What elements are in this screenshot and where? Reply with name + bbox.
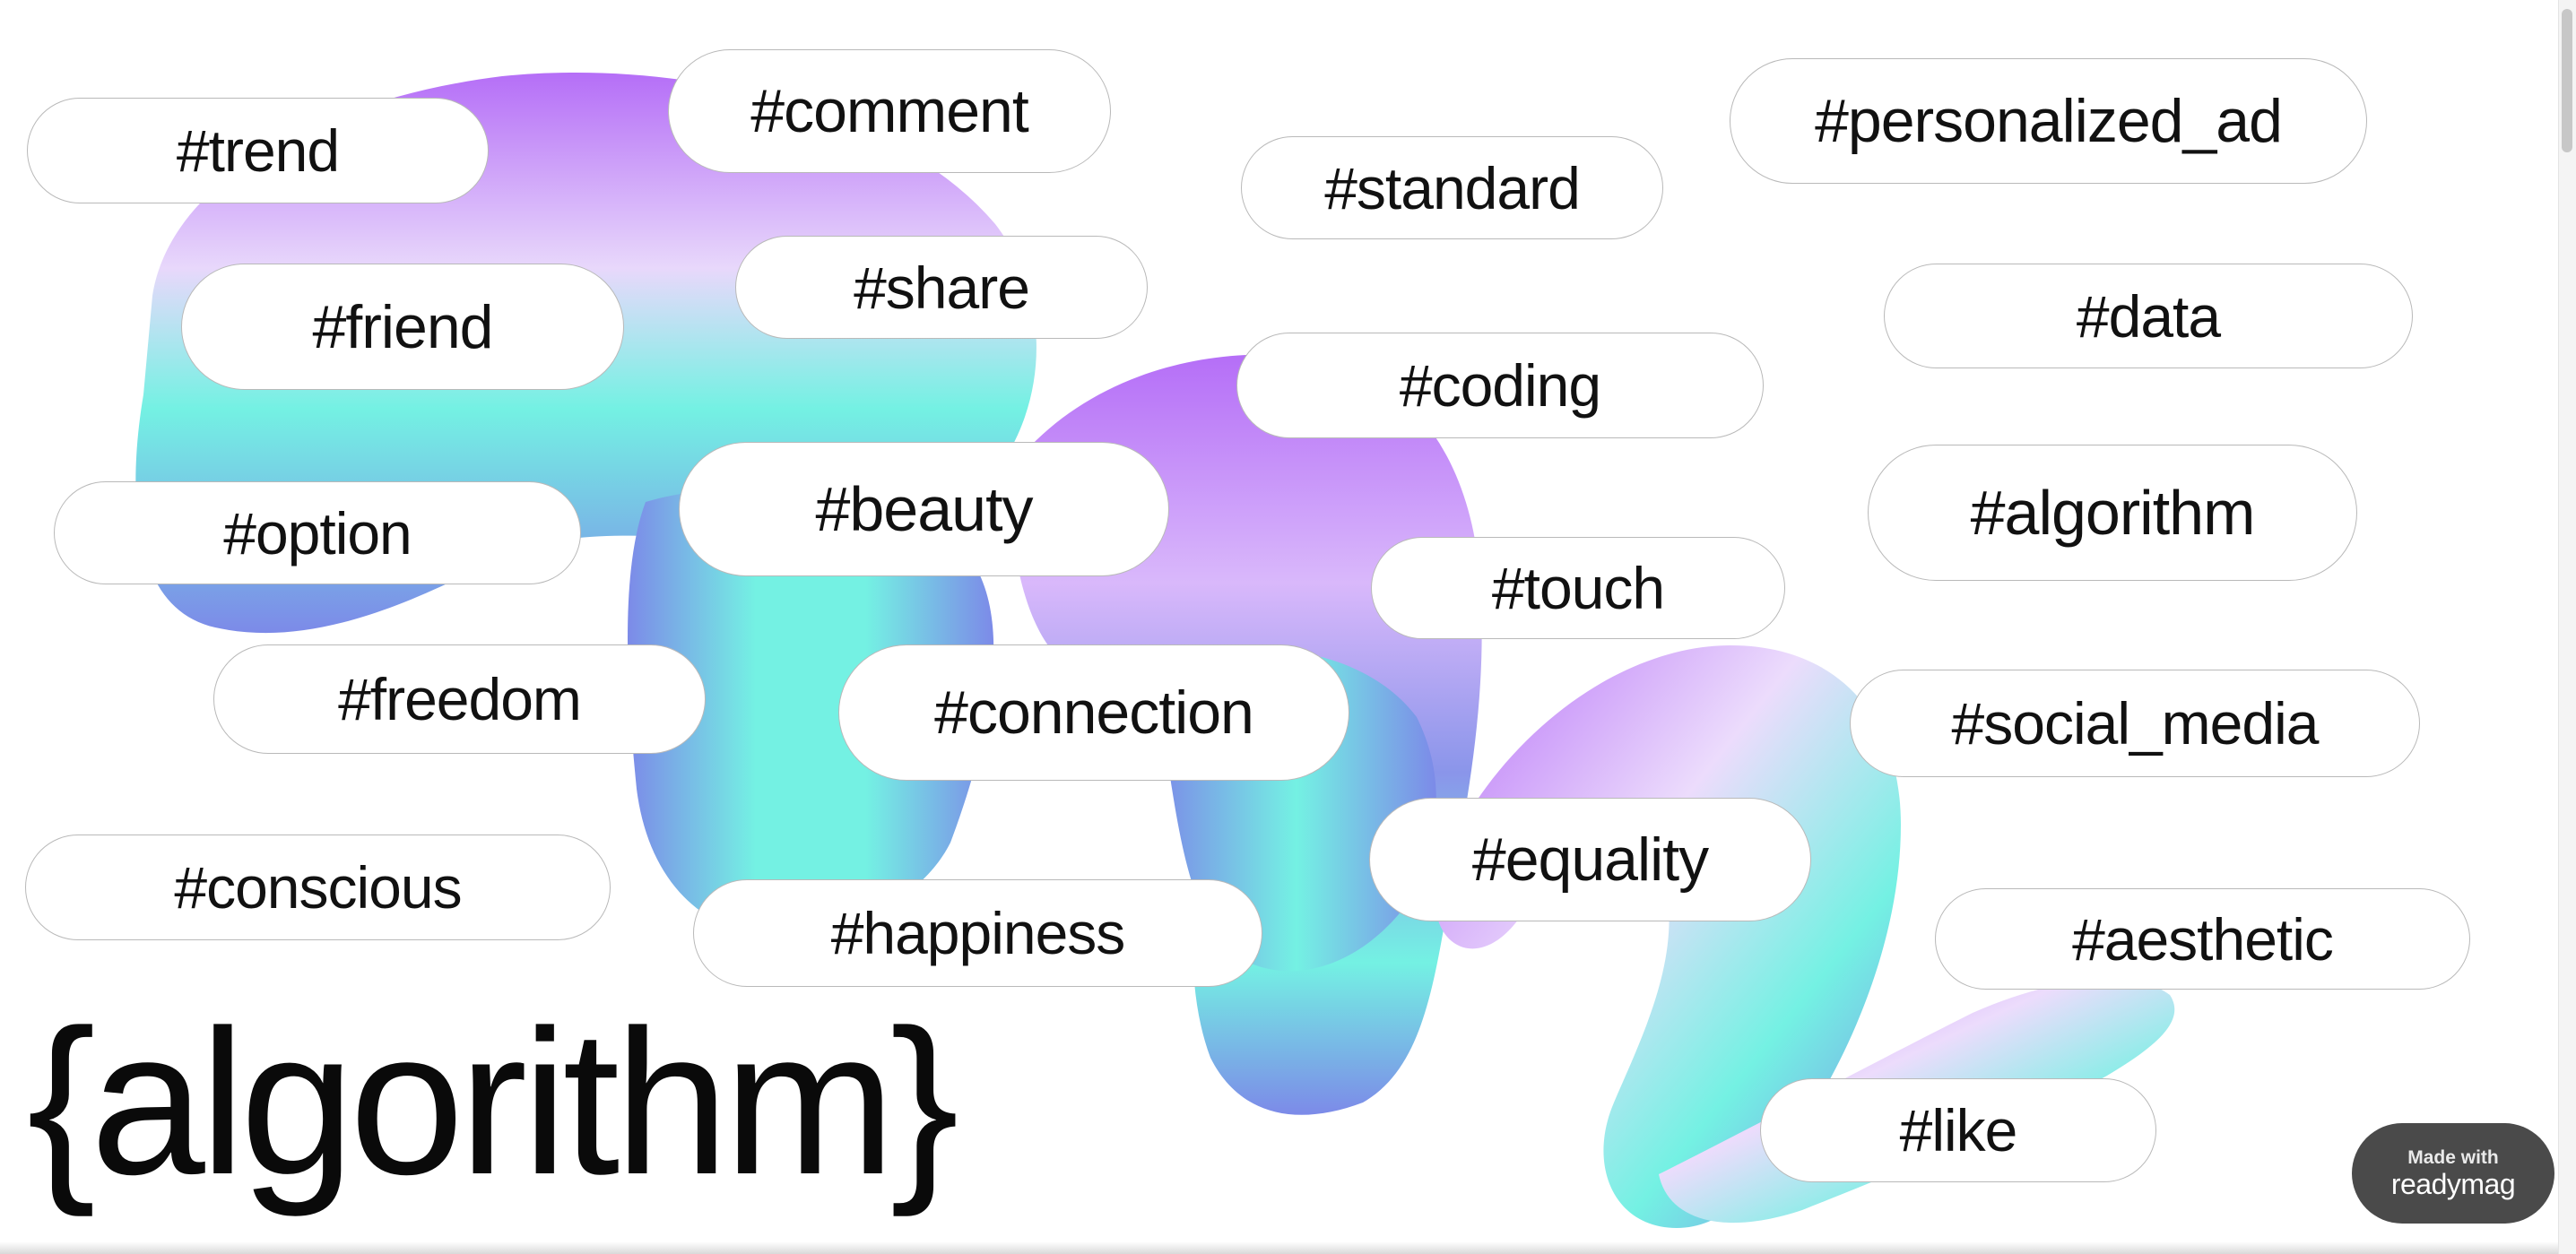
tag-data[interactable]: #data <box>1884 264 2413 368</box>
tag-algorithm[interactable]: #algorithm <box>1868 445 2357 581</box>
made-with-readymag-badge[interactable]: Made with readymag <box>2352 1123 2554 1224</box>
tag-standard[interactable]: #standard <box>1241 136 1663 239</box>
tag-coding[interactable]: #coding <box>1236 333 1764 438</box>
tag-like[interactable]: #like <box>1760 1078 2156 1182</box>
tag-conscious[interactable]: #conscious <box>25 835 611 940</box>
tag-happiness[interactable]: #happiness <box>693 879 1262 987</box>
tag-share[interactable]: #share <box>735 236 1148 339</box>
tag-beauty[interactable]: #beauty <box>679 442 1169 576</box>
tag-freedom[interactable]: #freedom <box>213 644 706 754</box>
scrollbar-track[interactable] <box>2558 0 2576 1254</box>
tag-option[interactable]: #option <box>54 481 581 584</box>
tag-friend[interactable]: #friend <box>181 264 624 390</box>
tag-touch[interactable]: #touch <box>1371 537 1785 639</box>
tag-personalized-ad[interactable]: #personalized_ad <box>1730 58 2367 184</box>
tag-trend[interactable]: #trend <box>27 98 489 203</box>
bottom-edge-shadow <box>0 1241 2558 1254</box>
page-title: {algorithm} <box>27 987 959 1217</box>
tag-equality[interactable]: #equality <box>1369 798 1811 921</box>
tag-connection[interactable]: #connection <box>838 644 1349 781</box>
tag-comment[interactable]: #comment <box>668 49 1111 173</box>
tag-social-media[interactable]: #social_media <box>1850 670 2420 777</box>
scrollbar-thumb[interactable] <box>2562 9 2572 152</box>
badge-brand-logo: readymag <box>2390 1168 2516 1200</box>
tag-aesthetic[interactable]: #aesthetic <box>1935 888 2470 990</box>
badge-made-with-label: Made with <box>2407 1146 2499 1168</box>
